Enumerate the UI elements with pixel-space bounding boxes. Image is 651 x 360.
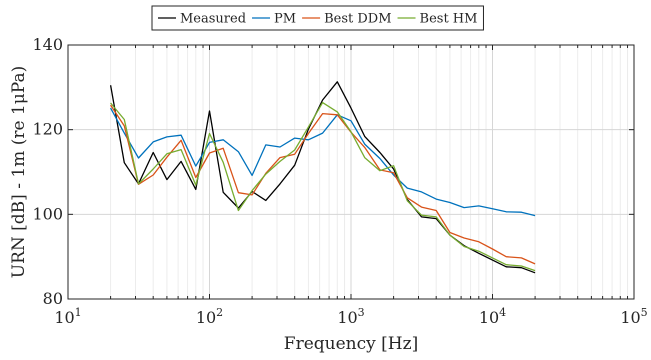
- legend-label-pm: PM: [274, 12, 296, 27]
- grid: [68, 45, 634, 299]
- axis-ticks: [67, 44, 634, 300]
- legend-label-best-ddm: Best DDM: [324, 12, 391, 27]
- series-line-measured: [109, 81, 536, 274]
- x-tick-label: 104: [479, 306, 506, 327]
- legend: Measured PM Best DDM Best HM: [151, 5, 484, 31]
- series-line-best-ddm: [110, 104, 536, 265]
- x-tick-label: 105: [620, 306, 647, 327]
- y-tick-label: 80: [43, 289, 63, 308]
- legend-label-measured: Measured: [180, 12, 246, 27]
- data-series: [109, 81, 536, 274]
- x-tick-label: 103: [337, 306, 364, 327]
- legend-label-best-hm: Best HM: [420, 12, 478, 27]
- x-tick-label: 101: [54, 306, 81, 327]
- x-tick-labels: 101 102 103 104 105: [54, 306, 647, 327]
- y-tick-label: 140: [32, 35, 63, 54]
- x-tick-label: 102: [196, 306, 223, 327]
- series-line-best-hm: [110, 101, 536, 272]
- x-axis-label: Frequency [Hz]: [284, 334, 418, 354]
- y-tick-label: 120: [32, 120, 63, 139]
- y-tick-labels: 80 100 120 140: [32, 35, 63, 308]
- y-tick-label: 100: [32, 204, 63, 223]
- series-line-pm: [110, 107, 536, 217]
- y-axis-label: URN [dB] - 1m (re 1μPa): [9, 66, 29, 278]
